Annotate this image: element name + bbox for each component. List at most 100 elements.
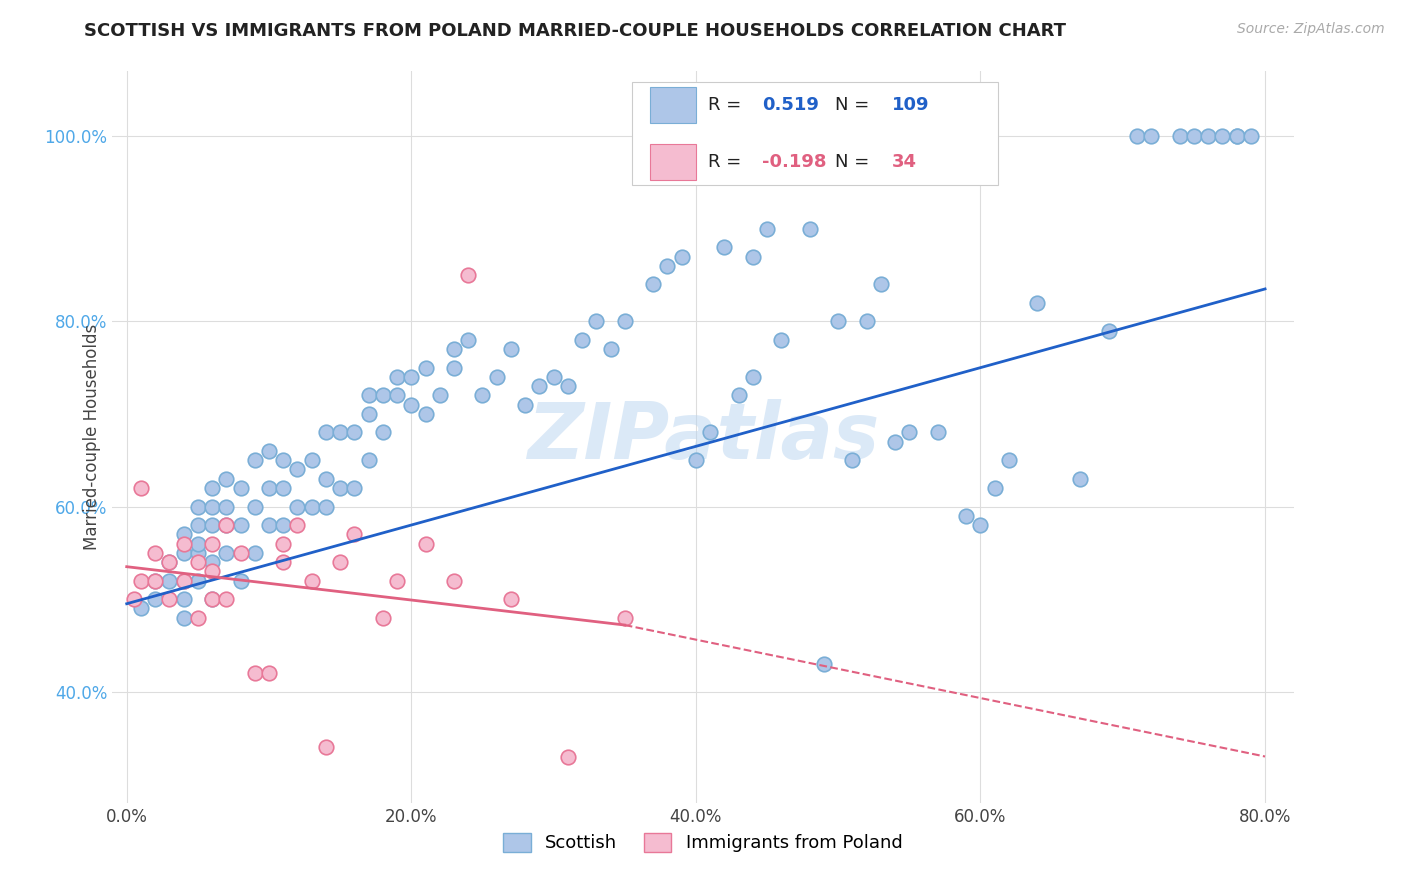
Point bbox=[157, 555, 180, 569]
Point bbox=[173, 592, 195, 607]
Point bbox=[1140, 129, 1163, 144]
Point bbox=[229, 481, 252, 495]
Point bbox=[1126, 129, 1149, 144]
FancyBboxPatch shape bbox=[650, 87, 696, 123]
Point bbox=[157, 592, 180, 607]
Point bbox=[271, 453, 294, 467]
Point bbox=[301, 574, 323, 588]
Point bbox=[157, 574, 180, 588]
Point bbox=[799, 221, 821, 235]
Legend: Scottish, Immigrants from Poland: Scottish, Immigrants from Poland bbox=[496, 826, 910, 860]
Point bbox=[173, 527, 195, 541]
Point bbox=[841, 453, 863, 467]
Point bbox=[122, 592, 145, 607]
Text: SCOTTISH VS IMMIGRANTS FROM POLAND MARRIED-COUPLE HOUSEHOLDS CORRELATION CHART: SCOTTISH VS IMMIGRANTS FROM POLAND MARRI… bbox=[84, 22, 1066, 40]
Point bbox=[713, 240, 735, 254]
Text: R =: R = bbox=[707, 96, 747, 114]
Point bbox=[870, 277, 893, 292]
Point bbox=[499, 342, 522, 356]
Point bbox=[1240, 129, 1263, 144]
Point bbox=[429, 388, 451, 402]
Point bbox=[685, 453, 707, 467]
Point bbox=[329, 481, 352, 495]
Point bbox=[257, 481, 280, 495]
Point bbox=[415, 360, 437, 375]
Point bbox=[201, 481, 224, 495]
Point bbox=[585, 314, 607, 328]
Point bbox=[513, 398, 536, 412]
Point bbox=[727, 388, 749, 402]
Point bbox=[173, 546, 195, 560]
Point bbox=[215, 500, 238, 514]
Point bbox=[557, 379, 579, 393]
Point bbox=[385, 370, 408, 384]
Point bbox=[343, 527, 366, 541]
Point bbox=[343, 481, 366, 495]
Point bbox=[813, 657, 835, 671]
Point bbox=[499, 592, 522, 607]
Point bbox=[215, 592, 238, 607]
Point bbox=[770, 333, 793, 347]
Point bbox=[415, 536, 437, 550]
Point bbox=[187, 555, 209, 569]
Text: Source: ZipAtlas.com: Source: ZipAtlas.com bbox=[1237, 22, 1385, 37]
Point bbox=[257, 666, 280, 681]
Point bbox=[229, 518, 252, 533]
FancyBboxPatch shape bbox=[650, 145, 696, 180]
Point bbox=[443, 342, 465, 356]
Point bbox=[543, 370, 565, 384]
Point bbox=[287, 500, 309, 514]
Point bbox=[884, 434, 907, 449]
Point bbox=[741, 370, 763, 384]
Point bbox=[671, 250, 693, 264]
Text: R =: R = bbox=[707, 153, 747, 171]
Point bbox=[357, 388, 380, 402]
Point bbox=[371, 388, 394, 402]
Point bbox=[215, 518, 238, 533]
Point bbox=[613, 610, 636, 624]
Point bbox=[243, 500, 266, 514]
Point bbox=[187, 610, 209, 624]
Point bbox=[643, 277, 665, 292]
Point bbox=[187, 500, 209, 514]
Point bbox=[557, 749, 579, 764]
Point bbox=[1069, 472, 1091, 486]
Point bbox=[969, 518, 991, 533]
Point bbox=[1211, 129, 1233, 144]
Point bbox=[371, 610, 394, 624]
Point bbox=[657, 259, 679, 273]
Point bbox=[271, 555, 294, 569]
Point bbox=[998, 453, 1021, 467]
Point bbox=[201, 536, 224, 550]
Y-axis label: Married-couple Households: Married-couple Households bbox=[83, 324, 101, 550]
Point bbox=[485, 370, 508, 384]
Point bbox=[257, 444, 280, 458]
Point bbox=[443, 574, 465, 588]
Point bbox=[187, 518, 209, 533]
Point bbox=[983, 481, 1005, 495]
Point bbox=[201, 500, 224, 514]
Point bbox=[187, 536, 209, 550]
Point bbox=[229, 546, 252, 560]
Point bbox=[129, 481, 152, 495]
Point bbox=[201, 565, 224, 579]
Point bbox=[129, 601, 152, 615]
Point bbox=[927, 425, 949, 440]
Point bbox=[173, 610, 195, 624]
Point bbox=[357, 453, 380, 467]
Point bbox=[385, 388, 408, 402]
Point bbox=[157, 555, 180, 569]
Point bbox=[257, 518, 280, 533]
Point bbox=[215, 546, 238, 560]
Point bbox=[271, 481, 294, 495]
Point bbox=[315, 500, 337, 514]
Point bbox=[613, 314, 636, 328]
Point bbox=[401, 370, 423, 384]
Point bbox=[143, 592, 166, 607]
Text: ZIPatlas: ZIPatlas bbox=[527, 399, 879, 475]
Point bbox=[571, 333, 593, 347]
Point bbox=[315, 425, 337, 440]
Point bbox=[329, 555, 352, 569]
Point bbox=[301, 500, 323, 514]
Point bbox=[287, 518, 309, 533]
